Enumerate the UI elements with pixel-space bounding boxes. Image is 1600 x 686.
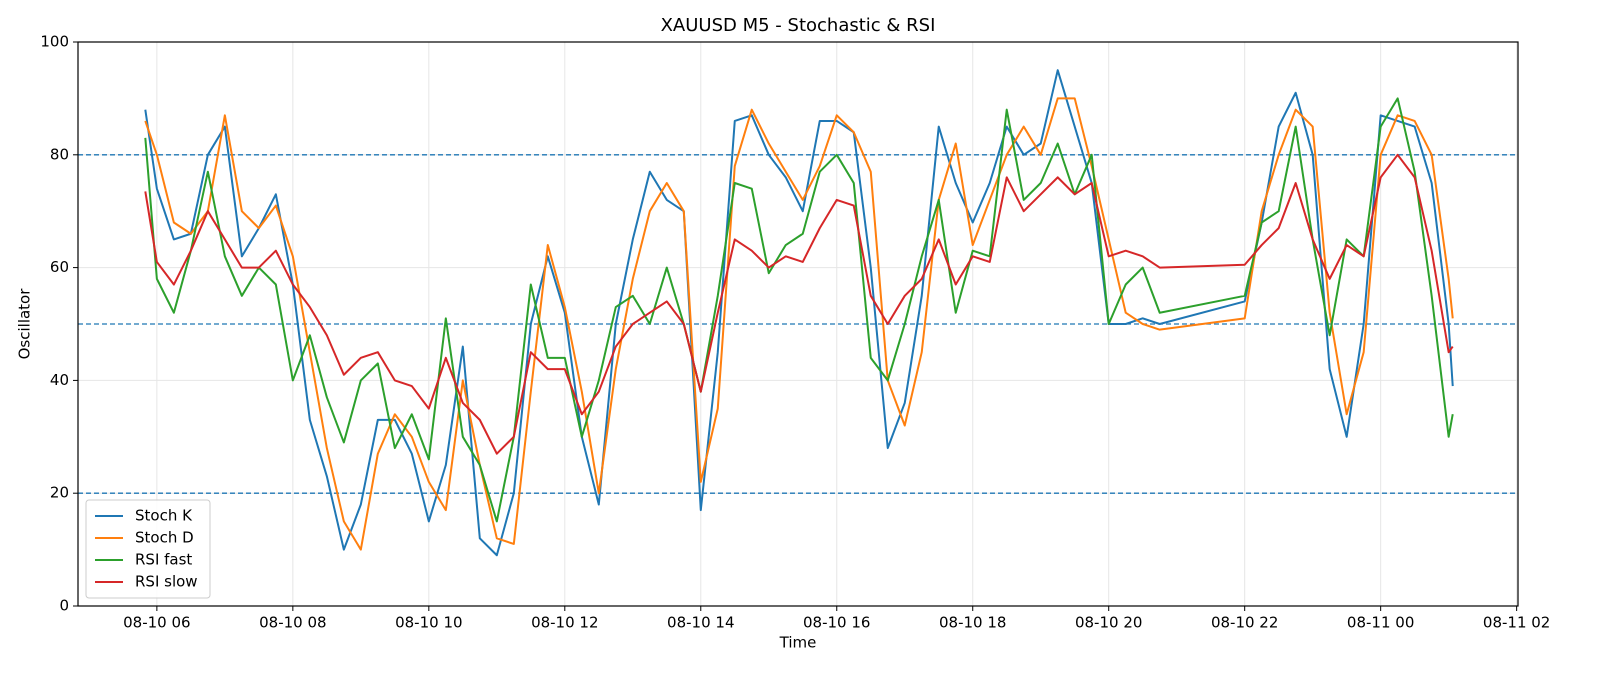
y-axis-label: Oscillator <box>16 288 34 360</box>
x-tick-label: 08-10 16 <box>803 614 870 632</box>
y-tick-label: 60 <box>50 258 69 276</box>
x-tick-label: 08-10 18 <box>939 614 1006 632</box>
y-tick-label: 0 <box>59 597 69 615</box>
y-tick-label: 100 <box>40 33 69 51</box>
x-tick-label: 08-10 14 <box>667 614 734 632</box>
legend-label: Stoch D <box>135 529 194 547</box>
series-line <box>144 97 1454 523</box>
plot-frame <box>77 41 1519 607</box>
x-axis-label: Time <box>779 634 817 652</box>
y-tick-label: 20 <box>50 484 69 502</box>
y-tick-label: 80 <box>50 145 69 163</box>
x-tick-label: 08-10 22 <box>1211 614 1278 632</box>
legend: Stoch K Stoch D RSI fast RSI slow <box>85 499 211 599</box>
series-line <box>144 69 1454 557</box>
x-tick-label: 08-10 12 <box>531 614 598 632</box>
x-tick-label: 08-10 10 <box>395 614 462 632</box>
x-tick-label: 08-10 06 <box>123 614 190 632</box>
x-tick-label: 08-11 02 <box>1483 614 1550 632</box>
legend-label: RSI slow <box>135 573 198 591</box>
legend-label: Stoch K <box>135 507 193 525</box>
series-line <box>144 153 1454 455</box>
legend-label: RSI fast <box>135 551 192 569</box>
x-tick-label: 08-10 20 <box>1075 614 1142 632</box>
chart-title: XAUUSD M5 - Stochastic & RSI <box>661 15 936 36</box>
x-tick-label: 08-11 00 <box>1347 614 1414 632</box>
legend-box <box>85 499 211 599</box>
y-tick-label: 40 <box>50 371 69 389</box>
x-tick-label: 08-10 08 <box>259 614 326 632</box>
